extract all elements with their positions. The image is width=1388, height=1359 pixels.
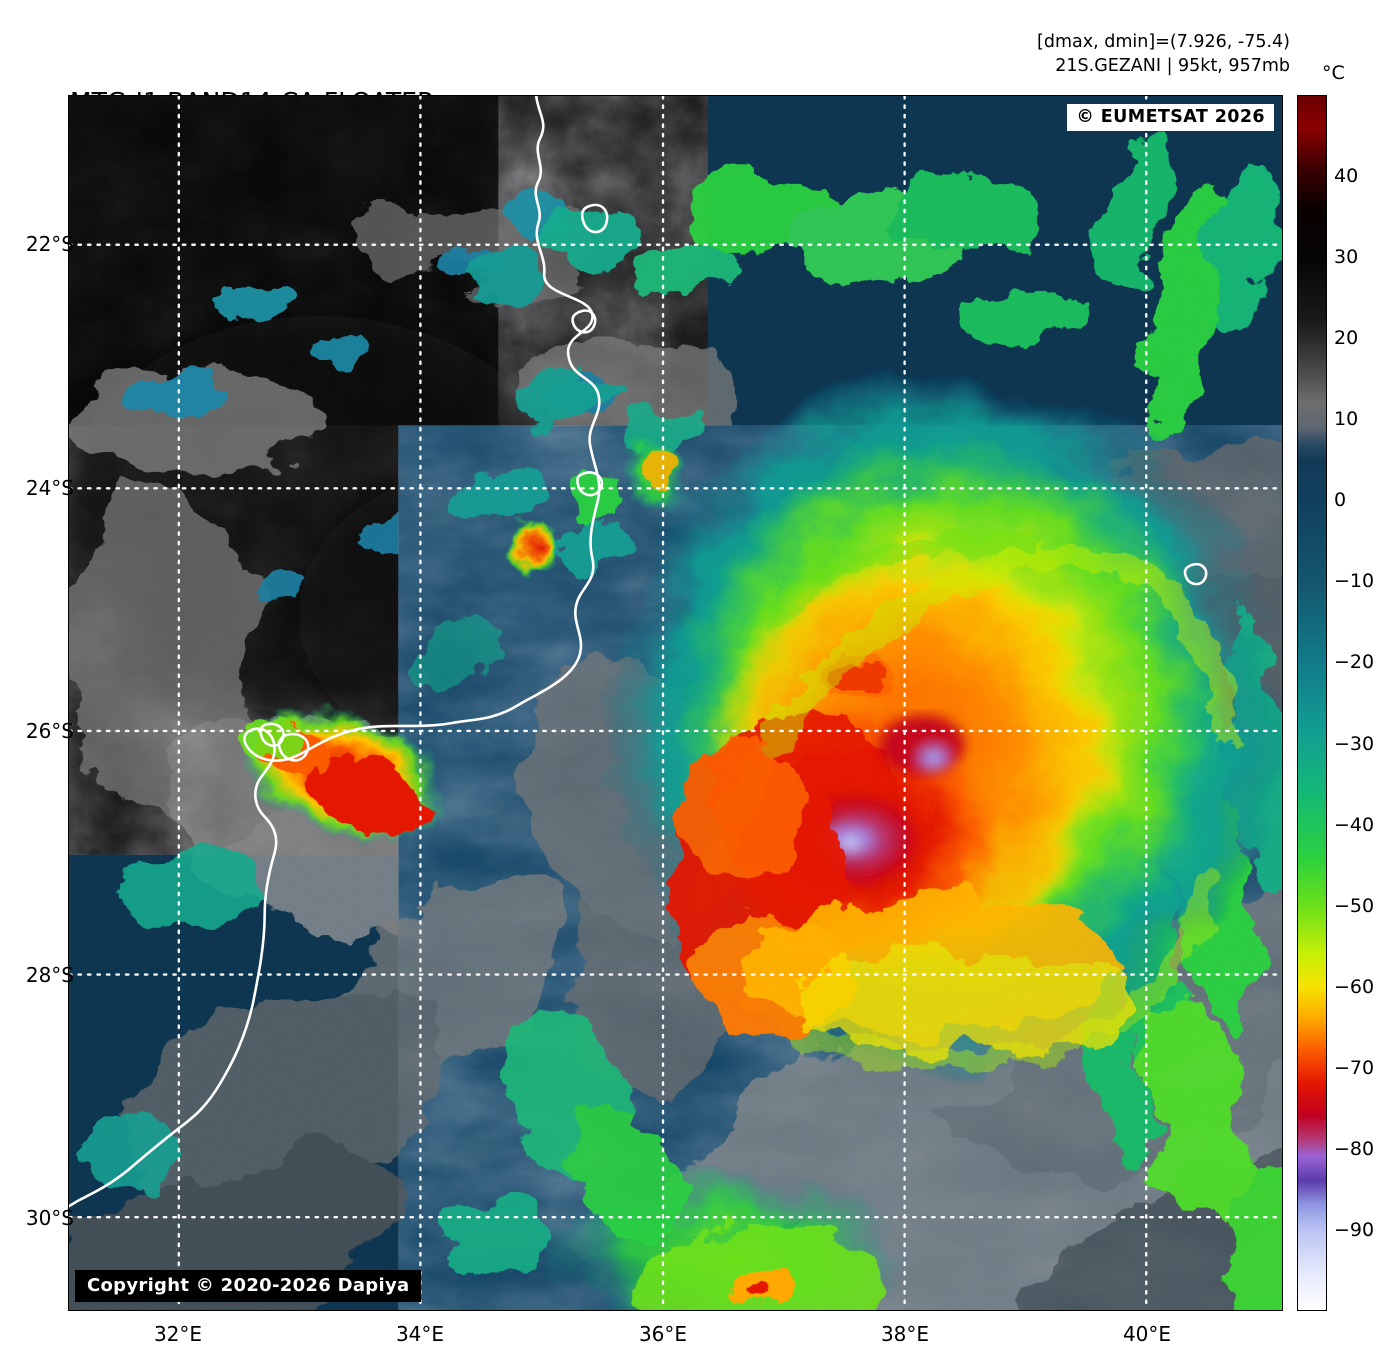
storm-info-line: 21S.GEZANI | 95kt, 957mb	[1055, 56, 1290, 77]
lat-tick-0: 22°S	[25, 232, 74, 256]
copyright-badge: Copyright © 2020-2026 Dapiya	[75, 1270, 422, 1302]
lon-tick-0: 32°E	[153, 1322, 203, 1346]
metadata-block: [dmax, dmin]=(7.926, -75.4) 21S.GEZANI |…	[1037, 30, 1290, 78]
satellite-image-plot[interactable]: © EUMETSAT 2026 Copyright © 2020-2026 Da…	[68, 95, 1283, 1311]
colorbar-tick-3: 10	[1334, 408, 1359, 431]
lon-tick-4: 40°E	[1122, 1322, 1172, 1346]
colorbar-tick-2: 20	[1334, 327, 1359, 350]
lon-tick-3: 38°E	[880, 1322, 930, 1346]
colorbar-tick-0: 40	[1334, 165, 1359, 188]
colorbar-tick-6: −20	[1334, 651, 1375, 674]
colorbar-unit-label: °C	[1322, 62, 1345, 84]
colorbar[interactable]	[1297, 95, 1327, 1311]
eumetsat-attribution-badge: © EUMETSAT 2026	[1067, 104, 1274, 131]
colorbar-tick-10: −60	[1334, 975, 1375, 998]
lon-tick-1: 34°E	[395, 1322, 445, 1346]
colorbar-tick-5: −10	[1334, 570, 1375, 593]
colorbar-tick-8: −40	[1334, 813, 1375, 836]
colorbar-tick-1: 30	[1334, 246, 1359, 269]
graticule-overlay	[69, 96, 1282, 1310]
lat-tick-3: 28°S	[25, 963, 74, 987]
colorbar-tick-12: −80	[1334, 1137, 1375, 1160]
colorbar-tick-7: −30	[1334, 732, 1375, 755]
colorbar-tick-9: −50	[1334, 894, 1375, 917]
lat-tick-2: 26°S	[25, 719, 74, 743]
colorbar-tick-4: 0	[1334, 489, 1347, 512]
colorbar-tick-11: −70	[1334, 1056, 1375, 1079]
dmax-dmin-line: [dmax, dmin]=(7.926, -75.4)	[1037, 32, 1290, 52]
lat-tick-4: 30°S	[25, 1206, 74, 1230]
lat-tick-1: 24°S	[25, 476, 74, 500]
colorbar-gradient	[1298, 96, 1326, 1310]
colorbar-tick-13: −90	[1334, 1218, 1375, 1241]
lon-tick-2: 36°E	[638, 1322, 688, 1346]
satellite-imagery	[69, 96, 1282, 1310]
